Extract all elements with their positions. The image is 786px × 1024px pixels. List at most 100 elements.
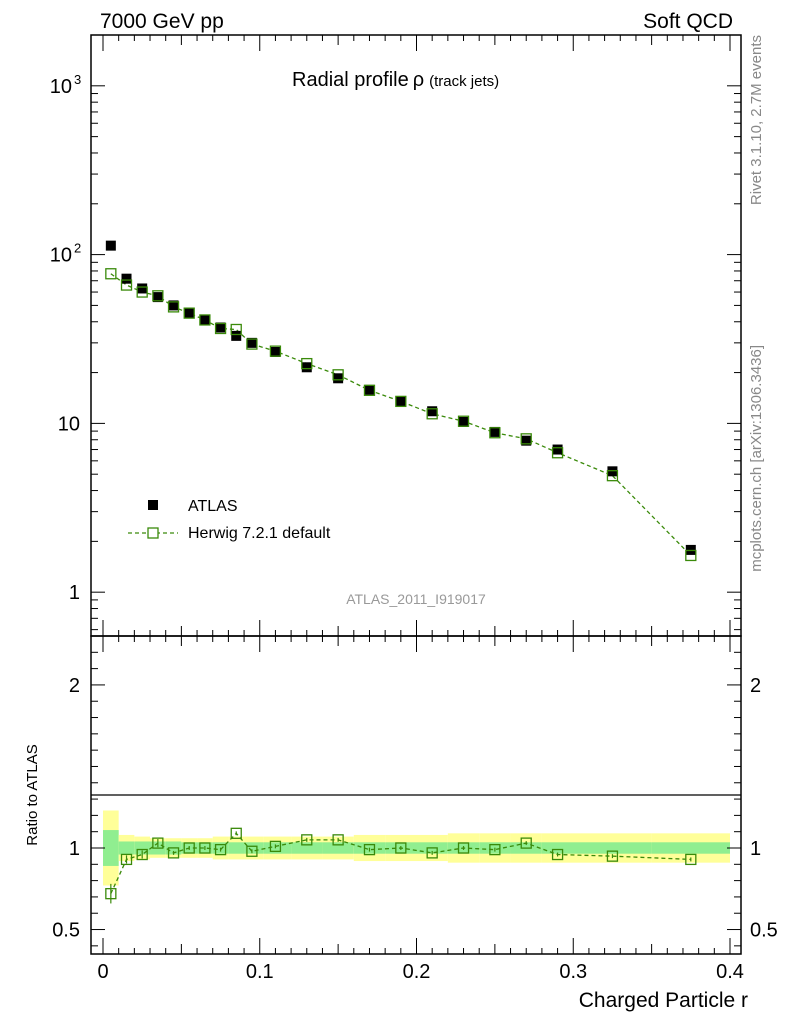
herwig-point [230, 323, 242, 336]
atlas-point [246, 337, 257, 348]
herwig-point [136, 286, 148, 298]
atlas-point [333, 373, 344, 384]
herwig-point [426, 408, 438, 420]
herwig-point [183, 307, 195, 319]
legend-herwig-label: Herwig 7.2.1 default [188, 525, 331, 542]
ratio-y-tick-label-right: 2 [750, 675, 761, 697]
band-inner [651, 842, 730, 854]
herwig-point [120, 279, 133, 291]
x-tick-label: 0 [97, 961, 108, 983]
atlas-point [215, 322, 226, 333]
legend: ATLAS Herwig 7.2.1 default [128, 498, 331, 542]
x-axis-label: Charged Particle r [579, 989, 748, 1012]
herwig-ratio-point [606, 850, 619, 862]
herwig-point [246, 338, 258, 350]
band-inner [118, 841, 135, 855]
herwig-ratio-point [246, 845, 258, 857]
main-y-tick-label: 10 [50, 76, 72, 98]
legend-atlas-marker [148, 500, 158, 510]
band-inner [228, 842, 245, 854]
atlas-point [184, 308, 195, 319]
ratio-y-tick-label: 0.5 [52, 920, 80, 942]
main-ticks [91, 34, 741, 636]
herwig-ratio-point [332, 834, 344, 846]
herwig-point [457, 415, 470, 427]
herwig-point [152, 290, 164, 302]
ratio-y-tick-label: 2 [69, 675, 80, 697]
herwig-point [685, 549, 697, 562]
legend-atlas-label: ATLAS [188, 498, 238, 515]
ratio-panel: 0.5 0.5 1 1 2 2 Ratio to ATLAS [24, 635, 778, 955]
herwig-ratio-point [136, 848, 148, 861]
x-tick-label: 0.3 [559, 961, 587, 983]
herwig-ratio-point [105, 888, 117, 900]
band-inner [322, 842, 354, 854]
ratio-y-tick-label-right: 0.5 [750, 920, 778, 942]
herwig-point [301, 357, 313, 370]
herwig-ratio-point [395, 842, 407, 854]
herwig-point [520, 433, 532, 445]
atlas-point [168, 300, 179, 311]
atlas-point [270, 346, 281, 357]
herwig-point [269, 345, 282, 357]
herwig-ratio-point [269, 840, 282, 853]
uncertainty-bands [103, 810, 730, 886]
herwig-point [167, 301, 180, 313]
atlas-point [552, 444, 563, 455]
herwig-point [332, 369, 344, 381]
atlas-point [105, 240, 116, 251]
band-inner [585, 842, 652, 854]
herwig-ratio-point [520, 837, 532, 849]
ratio-y-axis-label: Ratio to ATLAS [24, 744, 41, 845]
main-y-tick-label-exp: 2 [74, 241, 81, 256]
herwig-series-ratio [105, 827, 697, 904]
herwig-ratio-point [183, 842, 195, 854]
chart-title: Radial profile ρ (track jets) [292, 69, 499, 91]
herwig-point [105, 268, 117, 280]
herwig-ratio-point [214, 843, 227, 856]
atlas-series-main [105, 240, 697, 562]
herwig-line-main [110, 273, 692, 556]
band-inner [244, 842, 264, 854]
atlas-point [199, 314, 210, 325]
main-frame [90, 34, 742, 637]
x-tick-label: 0.4 [716, 961, 744, 983]
herwig-ratio-point [685, 853, 697, 866]
main-y-tick-label-exp: 3 [74, 72, 81, 87]
herwig-point [214, 322, 227, 335]
x-tick-label: 0.1 [246, 961, 274, 983]
herwig-point [606, 470, 619, 482]
header-right: Soft QCD [643, 10, 733, 33]
herwig-ratio-point [230, 827, 242, 839]
herwig-ratio-point [301, 834, 313, 846]
x-tick-label: 0.2 [403, 961, 431, 983]
herwig-ratio-point [489, 843, 501, 856]
herwig-line-ratio [110, 832, 691, 894]
atlas-point [137, 283, 148, 294]
herwig-point [489, 427, 501, 439]
main-y-tick-label: 1 [69, 582, 80, 604]
herwig-point [395, 395, 407, 408]
band-inner [103, 830, 119, 866]
analysis-id: ATLAS_2011_I919017 [346, 591, 486, 607]
main-y-tick-label: 10 [50, 245, 72, 267]
herwig-ratio-point [167, 847, 180, 859]
herwig-point [551, 447, 564, 459]
atlas-point [458, 416, 469, 427]
band-inner [263, 842, 292, 854]
atlas-point [301, 362, 312, 373]
band-inner [541, 842, 586, 854]
herwig-ratio-point [152, 837, 164, 849]
atlas-point [231, 330, 242, 341]
band-inner [291, 842, 323, 854]
herwig-ratio-point [551, 848, 564, 861]
herwig-ratio-point [426, 847, 438, 859]
atlas-point [152, 292, 163, 303]
legend-herwig-marker [147, 527, 159, 539]
herwig-ratio-point [363, 843, 376, 856]
herwig-series-main [110, 273, 692, 556]
ratio-y-tick-labels: 0.5 0.5 1 1 2 2 [52, 675, 778, 942]
ratio-y-tick-label: 1 [69, 838, 80, 860]
atlas-point [121, 273, 132, 284]
